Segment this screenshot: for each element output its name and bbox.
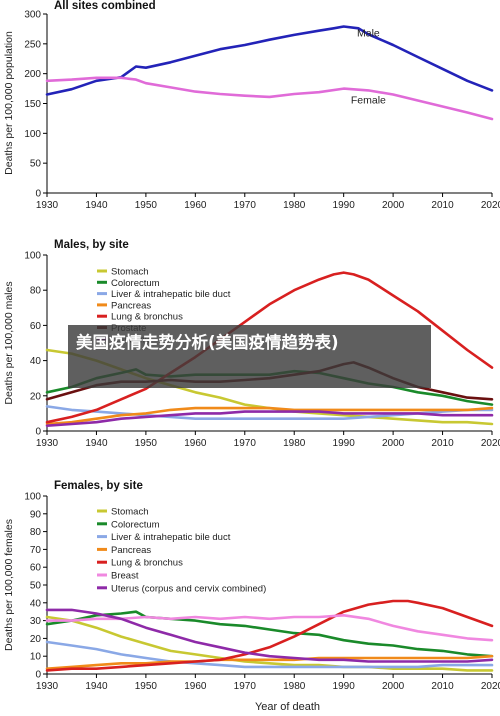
panel-1-x-tick-label: 1990 — [333, 438, 356, 449]
panel-0-x-tick-label: 2020 — [481, 200, 500, 211]
panel-2-series-line-4 — [45, 599, 494, 672]
panel-2-x-tick-label: 1960 — [184, 681, 207, 692]
panel-2-y-tick-label: 60 — [30, 563, 42, 574]
panel-2-x-tick-label: 1930 — [36, 681, 59, 692]
panel-1-y-tick-label: 100 — [24, 251, 41, 262]
panel-0-y-tick-label: 100 — [24, 129, 41, 140]
panel-0-x-tick-label: 1940 — [85, 200, 108, 211]
panel-1-y-tick-label: 80 — [30, 286, 42, 297]
panel-2-x-tick-label: 2010 — [431, 681, 454, 692]
panel-2-title: Females, by site — [54, 480, 143, 492]
panel-1-ylabel: Deaths per 100,000 males — [3, 281, 15, 404]
panel-1-y-tick-label: 0 — [35, 427, 41, 438]
panel-1-legend-label-3: Pancreas — [111, 300, 151, 311]
panel-2-legend-label-1: Colorectum — [111, 519, 160, 530]
panel-2-x-tick-label: 1980 — [283, 681, 306, 692]
panel-0-x-tick-label: 2010 — [431, 200, 454, 211]
panel-0-series-label-0: Male — [357, 28, 380, 40]
panel-2-y-tick-label: 20 — [30, 634, 42, 645]
panel-0-ylabel: Deaths per 100,000 population — [3, 31, 15, 175]
panel-0-title: All sites combined — [54, 0, 156, 12]
panel-1-x-tick-label: 1950 — [135, 438, 158, 449]
panel-0-series-label-1: Female — [351, 95, 386, 107]
panel-2-series-line-0 — [45, 615, 494, 672]
panel-1-title: Males, by site — [54, 239, 129, 251]
panel-2-y-tick-label: 80 — [30, 527, 42, 538]
panel-1-x-tick-label: 1960 — [184, 438, 207, 449]
panel-2-legend-label-4: Lung & bronchus — [111, 558, 183, 569]
panel-1-x-tick-label: 2020 — [481, 438, 500, 449]
panel-2-legend-label-3: Pancreas — [111, 545, 151, 556]
panel-1-x-tick-label: 2010 — [431, 438, 454, 449]
panel-0-series-line-1 — [45, 76, 494, 121]
panel-2-x-tick-label: 2000 — [382, 681, 405, 692]
panel-1-series-line-4 — [45, 271, 494, 424]
panel-2-y-tick-label: 10 — [30, 652, 42, 663]
panel-2-series-line-3 — [45, 654, 494, 670]
panel-2-series-line-6 — [45, 608, 494, 663]
panel-0-y-tick-label: 250 — [24, 39, 41, 50]
panel-2-y-tick-label: 0 — [35, 670, 41, 681]
panel-1-x-tick-label: 1940 — [85, 438, 108, 449]
panel-2-xlabel: Year of death — [255, 701, 320, 713]
panel-2-y-tick-label: 30 — [30, 616, 42, 627]
panel-1-y-tick-label: 60 — [30, 321, 42, 332]
panel-0-series-line-0 — [45, 25, 494, 96]
panel-1-y-tick-label: 20 — [30, 391, 42, 402]
panel-0-x-tick-label: 2000 — [382, 200, 405, 211]
panel-0-y-tick-label: 150 — [24, 99, 41, 110]
panel-0-x-tick-label: 1990 — [333, 200, 356, 211]
overlay-caption: 美国疫情走势分析(美国疫情趋势表) — [76, 333, 339, 352]
panel-2-x-tick-label: 1950 — [135, 681, 158, 692]
panel-1-series-line-6 — [45, 410, 494, 427]
panel-0-x-tick-label: 1970 — [234, 200, 257, 211]
panel-1-x-tick-label: 1930 — [36, 438, 59, 449]
panel-2-ylabel: Deaths per 100,000 females — [3, 519, 15, 651]
panel-1-x-tick-label: 1980 — [283, 438, 306, 449]
panel-1-legend-label-0: Stomach — [111, 267, 149, 278]
panel-1-x-tick-label: 1970 — [234, 438, 257, 449]
panel-0-y-tick-label: 200 — [24, 69, 41, 80]
panel-0-y-tick-label: 50 — [30, 159, 42, 170]
panel-0-x-tick-label: 1930 — [36, 200, 59, 211]
panel-2-legend-label-0: Stomach — [111, 507, 149, 518]
panel-1-x-tick-label: 2000 — [382, 438, 405, 449]
panel-1-y-tick-label: 40 — [30, 356, 42, 367]
panel-0-x-tick-label: 1960 — [184, 200, 207, 211]
panel-0-x-tick-label: 1980 — [283, 200, 306, 211]
panel-2-y-tick-label: 40 — [30, 598, 42, 609]
panel-2-series-line-1 — [45, 610, 494, 658]
panel-2-y-tick-label: 90 — [30, 509, 42, 520]
panel-2-legend-label-5: Breast — [111, 571, 139, 582]
panel-2-legend-label-6: Uterus (corpus and cervix combined) — [111, 583, 266, 594]
panel-2-x-tick-label: 1940 — [85, 681, 108, 692]
watermark-overlay: 美国疫情走势分析(美国疫情趋势表) — [68, 325, 431, 388]
panel-2-legend-label-2: Liver & intrahepatic bile duct — [111, 532, 231, 543]
panel-2-x-tick-label: 2020 — [481, 681, 500, 692]
panel-2-series-line-2 — [45, 640, 494, 669]
panel-2-x-tick-label: 1970 — [234, 681, 257, 692]
panel-2-x-tick-label: 1990 — [333, 681, 356, 692]
panel-2-series-line-5 — [45, 614, 494, 642]
panel-1-legend-label-1: Colorectum — [111, 278, 160, 289]
panel-2-y-tick-label: 70 — [30, 545, 42, 556]
panel-1-legend-label-4: Lung & bronchus — [111, 312, 183, 323]
panel-1-series-line-3 — [45, 406, 494, 426]
panel-0-y-tick-label: 300 — [24, 10, 41, 21]
panel-2-y-tick-label: 50 — [30, 581, 42, 592]
panel-2-y-tick-label: 100 — [24, 492, 41, 503]
panel-0-y-tick-label: 0 — [35, 189, 41, 200]
panel-0-x-tick-label: 1950 — [135, 200, 158, 211]
panel-1-legend-label-2: Liver & intrahepatic bile duct — [111, 289, 231, 300]
